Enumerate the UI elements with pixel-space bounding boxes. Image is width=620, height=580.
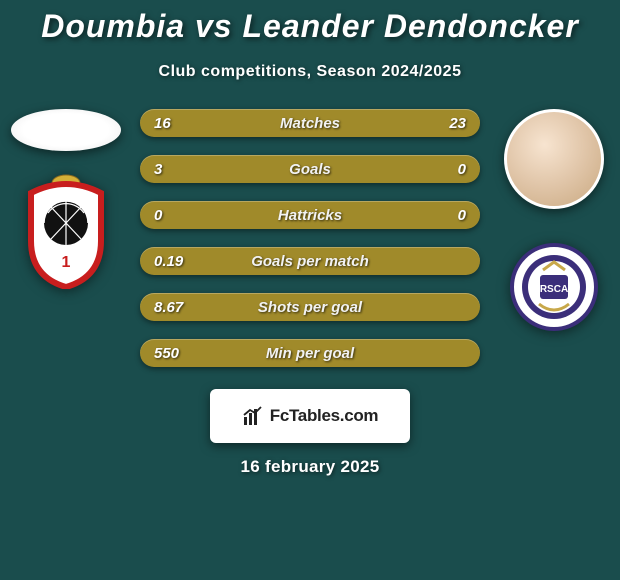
source-banner: FcTables.com (210, 389, 410, 443)
left-column: 1 (6, 109, 126, 289)
page-subtitle: Club competitions, Season 2024/2025 (0, 63, 620, 81)
svg-text:RSCA: RSCA (540, 284, 568, 295)
stat-right-value: 23 (449, 115, 466, 132)
antwerp-badge-icon: 1 (21, 169, 111, 289)
player-left-photo (11, 109, 121, 151)
stat-left-value: 16 (154, 115, 171, 132)
stat-left-value: 550 (154, 345, 179, 362)
stat-label: Shots per goal (258, 299, 362, 316)
comparison-content: 1 RSCA 16 Matches 23 3 Goals 0 (0, 109, 620, 477)
stat-left-value: 3 (154, 161, 162, 178)
club-left-badge: 1 (21, 169, 111, 289)
page-title: Doumbia vs Leander Dendoncker (0, 0, 620, 45)
stat-row: 3 Goals 0 (140, 155, 480, 183)
stats-table: 16 Matches 23 3 Goals 0 0 Hattricks 0 0.… (140, 109, 480, 367)
stat-label: Hattricks (278, 207, 342, 224)
stat-row: 0.19 Goals per match (140, 247, 480, 275)
chart-icon (242, 405, 264, 427)
club-right-badge: RSCA (509, 227, 599, 347)
right-column: RSCA (494, 109, 614, 347)
stat-left-value: 8.67 (154, 299, 183, 316)
player-right-photo (504, 109, 604, 209)
stat-label: Goals per match (251, 253, 369, 270)
stat-right-value: 0 (458, 207, 466, 224)
stat-row: 550 Min per goal (140, 339, 480, 367)
anderlecht-badge-icon: RSCA (509, 242, 599, 332)
stat-label: Min per goal (266, 345, 354, 362)
stat-left-value: 0 (154, 207, 162, 224)
stat-left-value: 0.19 (154, 253, 183, 270)
source-brand-text: FcTables.com (270, 406, 379, 426)
stat-row: 16 Matches 23 (140, 109, 480, 137)
svg-text:1: 1 (62, 254, 71, 271)
stat-label: Matches (280, 115, 340, 132)
stat-row: 0 Hattricks 0 (140, 201, 480, 229)
stat-row: 8.67 Shots per goal (140, 293, 480, 321)
stat-label: Goals (289, 161, 331, 178)
date-text: 16 february 2025 (0, 457, 620, 477)
stat-right-value: 0 (458, 161, 466, 178)
